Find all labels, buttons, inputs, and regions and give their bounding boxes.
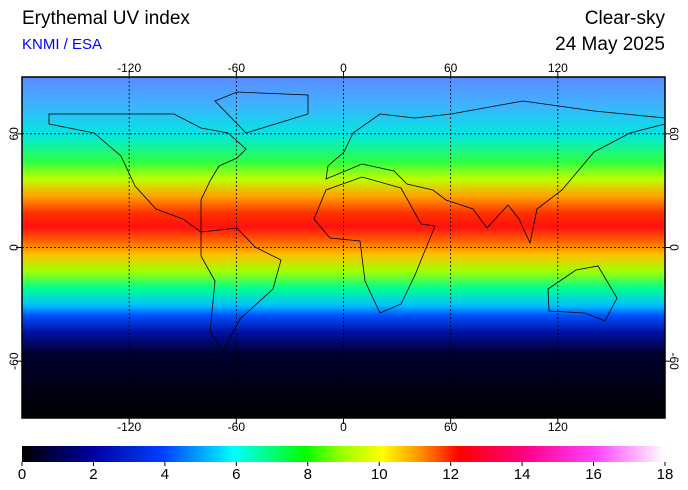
coastlines	[48, 91, 666, 352]
sky: Clear-sky	[585, 8, 666, 29]
lat-label: 0	[667, 244, 681, 251]
coast	[325, 100, 666, 245]
lon-label: 60	[444, 420, 458, 434]
lon-label: -120	[117, 420, 141, 434]
lon-label: -120	[117, 61, 141, 75]
lat-label: -60	[7, 352, 21, 370]
title: Erythemal UV index	[22, 8, 190, 29]
graticule	[22, 77, 665, 418]
colorbar-label: 2	[89, 466, 97, 483]
colorbar-label: 16	[585, 466, 602, 483]
colorbar-label: 12	[442, 466, 459, 483]
coast	[200, 227, 282, 352]
colorbar-label: 8	[304, 466, 312, 483]
lon-label: -60	[228, 420, 246, 434]
colorbar-label: 14	[514, 466, 531, 483]
lon-label: 0	[340, 61, 347, 75]
lon-label: 120	[548, 420, 568, 434]
coast	[48, 113, 247, 233]
colorbar-label: 18	[657, 466, 674, 483]
date: 24 May 2025	[555, 34, 665, 55]
colorbar-label: 0	[18, 466, 26, 483]
coast	[547, 265, 618, 322]
lon-label: 0	[340, 420, 347, 434]
colorbar-label: 10	[371, 466, 388, 483]
lon-label: -60	[228, 61, 246, 75]
coast	[214, 91, 309, 134]
lon-label: 120	[548, 61, 568, 75]
lat-label: -60	[667, 352, 681, 370]
colorbar-label: 4	[161, 466, 169, 483]
lat-label: 60	[7, 127, 21, 141]
lat-label: 0	[7, 244, 21, 251]
lon-label: 60	[444, 61, 458, 75]
lat-label: 60	[667, 127, 681, 141]
colorbar-label: 6	[232, 466, 240, 483]
coast	[313, 176, 436, 314]
colorbar	[22, 446, 665, 462]
source: KNMI / ESA	[22, 36, 102, 53]
